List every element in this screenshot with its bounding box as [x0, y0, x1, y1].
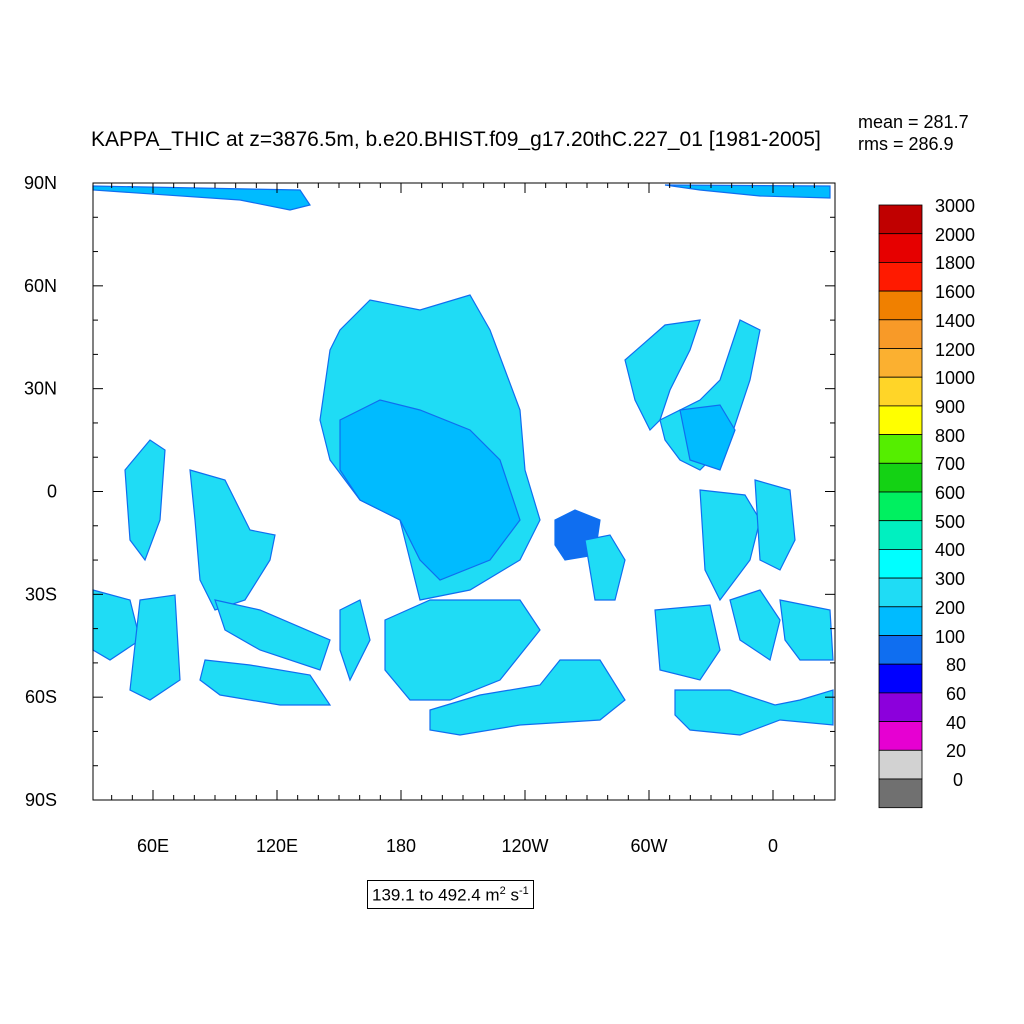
colorbar-level-label: 1800	[935, 253, 976, 274]
lat-label: 60N	[24, 276, 57, 296]
lat-label: 90N	[24, 173, 57, 193]
colorbar-swatch	[878, 778, 923, 809]
colorbar-swatch	[878, 749, 923, 780]
lat-label: 60S	[25, 687, 57, 707]
lon-label: 120W	[501, 836, 548, 856]
colorbar-level-label: 900	[935, 396, 966, 417]
colorbar-level-label: 700	[935, 454, 966, 475]
colorbar-level-label: 800	[935, 425, 966, 446]
colorbar-level-label: 3000	[935, 196, 976, 216]
colorbar-swatch	[878, 692, 923, 723]
colorbar-swatch	[878, 663, 923, 694]
ocean-region-north-atlantic-west	[624, 319, 701, 432]
ocean-region-pacific-deep	[339, 399, 521, 581]
map-title: KAPPA_THIC at z=3876.5m, b.e20.BHIST.f09…	[91, 128, 821, 151]
ocean-region-north-atlantic-deep	[679, 404, 736, 471]
colorbar-swatch	[878, 405, 923, 435]
lon-label: 0	[768, 836, 778, 856]
colorbar-swatch	[878, 233, 923, 263]
colorbar-level-label: 200	[935, 597, 966, 618]
colorbar-swatch	[878, 549, 923, 579]
colorbar-swatch	[878, 261, 923, 292]
lat-label: 90S	[25, 790, 57, 810]
colorbar	[878, 204, 923, 809]
ocean-region-tasman	[339, 599, 371, 682]
ocean-region-indian-central	[189, 469, 276, 611]
colorbar-swatch	[878, 319, 923, 349]
ocean-region-south-atlantic-west	[699, 489, 761, 602]
ocean-region-south-pacific	[384, 599, 541, 701]
colorbar-swatch	[878, 290, 923, 321]
unit-s: s	[505, 885, 519, 905]
ocean-region-cape-basin	[729, 589, 781, 661]
colorbar-level-label: 0	[953, 770, 964, 790]
colorbar-level-label: 40	[946, 712, 967, 733]
ocean-region-southern-2	[199, 659, 332, 706]
colorbar-swatch	[878, 348, 923, 378]
axis-ticks	[93, 182, 836, 801]
colorbar-swatch	[878, 491, 923, 522]
lat-label: 30N	[24, 379, 57, 399]
ocean-region-argentine-basin	[654, 604, 721, 681]
ocean-region-southern-1	[214, 599, 331, 671]
colorbar-level-label: 60	[946, 683, 967, 704]
colorbar-level-label: 100	[935, 626, 966, 647]
ocean-region-indian-southwest	[92, 589, 141, 661]
colorbar-level-label: 400	[935, 540, 966, 561]
colorbar-level-label: 1400	[935, 310, 976, 331]
colorbar-level-label: 300	[935, 569, 966, 590]
mean-stat: mean = 281.7	[858, 112, 969, 132]
range-text: 139.1 to 492.4 m	[372, 885, 500, 905]
colorbar-swatch	[878, 204, 923, 235]
colorbar-level-label: 600	[935, 483, 966, 503]
colorbar-swatch	[878, 606, 923, 636]
lon-label: 60W	[630, 836, 667, 856]
lon-label: 120E	[256, 836, 298, 856]
rms-stat: rms = 286.9	[858, 134, 954, 154]
ocean-region-chile-basin	[584, 534, 626, 601]
ocean-region-indian-south	[129, 594, 181, 701]
unit-exponent-2: -1	[518, 885, 529, 897]
ocean-region-indian-west	[124, 439, 166, 562]
colorbar-level-label: 1000	[935, 368, 976, 389]
colorbar-swatch	[878, 434, 923, 464]
colorbar-swatch	[878, 577, 923, 608]
longitude-labels: 60E 120E 180 120W 60W 0	[137, 836, 778, 856]
unit-exponent-1: 2	[499, 885, 506, 897]
range-label-box: 139.1 to 492.4 m2 s-1	[367, 880, 534, 910]
colorbar-swatch	[878, 462, 923, 493]
latitude-labels: 90N 60N 30N 0 30S 60S 90S	[24, 173, 57, 810]
ocean-region-arctic-east	[664, 184, 831, 199]
colorbar-level-label: 2000	[935, 224, 976, 245]
colorbar-swatch	[878, 721, 923, 751]
ocean-region-southern-3	[429, 659, 626, 736]
colorbar-level-label: 1200	[935, 339, 976, 360]
lon-label: 60E	[137, 836, 169, 856]
lat-label: 30S	[25, 584, 57, 604]
colorbar-level-label: 1600	[935, 282, 976, 303]
lon-label: 180	[386, 836, 416, 856]
colorbar-level-label: 500	[935, 511, 966, 532]
colorbar-swatch	[878, 376, 923, 407]
ocean-field-layer	[92, 184, 834, 736]
colorbar-level-label: 80	[946, 655, 967, 676]
lat-label: 0	[47, 482, 57, 502]
ocean-region-agulhas	[779, 599, 834, 661]
colorbar-swatch	[878, 520, 923, 550]
ocean-region-weddell	[674, 689, 834, 736]
colorbar-level-label: 20	[946, 741, 967, 762]
colorbar-swatch	[878, 635, 923, 665]
ocean-region-south-atlantic-east	[754, 479, 796, 571]
